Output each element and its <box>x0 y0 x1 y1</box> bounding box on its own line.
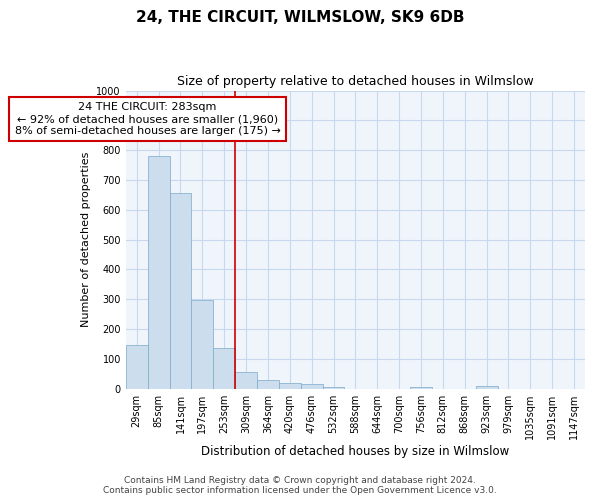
Text: Contains HM Land Registry data © Crown copyright and database right 2024.
Contai: Contains HM Land Registry data © Crown c… <box>103 476 497 495</box>
Bar <box>126 346 148 389</box>
Bar <box>191 300 213 388</box>
Bar <box>257 380 279 388</box>
Text: 24, THE CIRCUIT, WILMSLOW, SK9 6DB: 24, THE CIRCUIT, WILMSLOW, SK9 6DB <box>136 10 464 25</box>
Text: 24 THE CIRCUIT: 283sqm
← 92% of detached houses are smaller (1,960)
8% of semi-d: 24 THE CIRCUIT: 283sqm ← 92% of detached… <box>15 102 281 136</box>
Bar <box>279 382 301 388</box>
Bar <box>410 387 432 388</box>
Bar <box>235 372 257 388</box>
Bar <box>323 386 344 388</box>
Bar <box>213 348 235 389</box>
X-axis label: Distribution of detached houses by size in Wilmslow: Distribution of detached houses by size … <box>201 444 509 458</box>
Bar <box>301 384 323 388</box>
Bar <box>170 192 191 388</box>
Bar <box>148 156 170 388</box>
Bar <box>476 386 497 388</box>
Title: Size of property relative to detached houses in Wilmslow: Size of property relative to detached ho… <box>177 75 534 88</box>
Y-axis label: Number of detached properties: Number of detached properties <box>81 152 91 328</box>
